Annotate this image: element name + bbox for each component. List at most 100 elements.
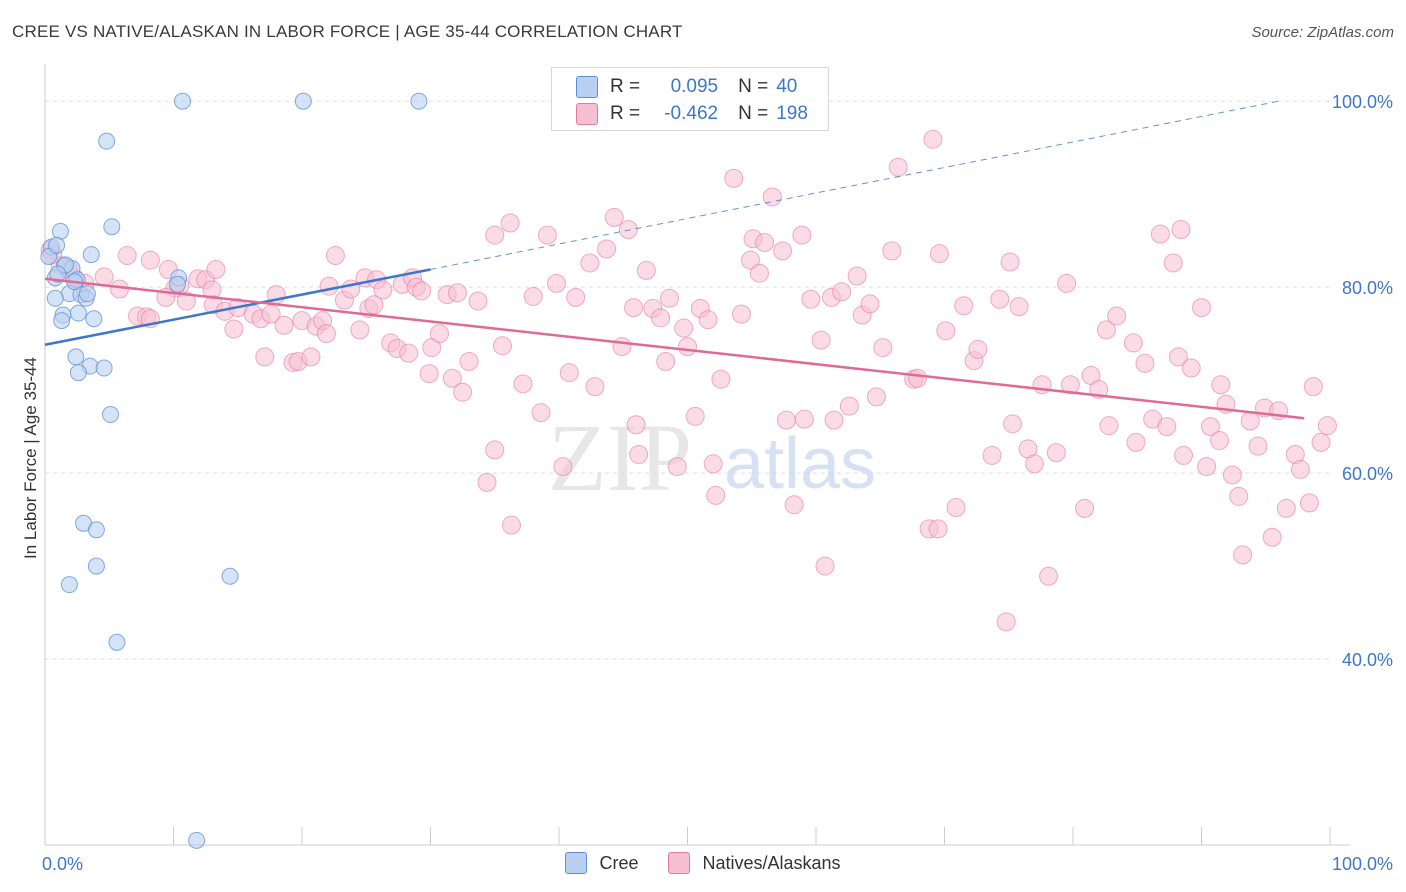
native-point — [500, 213, 520, 233]
native-point — [703, 454, 723, 474]
native-point — [860, 294, 880, 314]
native-r-value: -0.462 — [664, 103, 719, 124]
native-point — [968, 339, 988, 359]
native-point — [453, 382, 473, 402]
cree-point — [188, 831, 206, 849]
cree-point — [67, 348, 85, 366]
cree-point — [87, 557, 105, 575]
cree-trend-line — [44, 268, 431, 347]
native-point — [492, 336, 512, 356]
cree-point — [294, 92, 312, 110]
native-point — [1200, 417, 1220, 437]
native-point — [888, 157, 908, 177]
legend-row-native: R = -0.462 N = 198 — [576, 100, 808, 128]
native-point — [585, 377, 605, 397]
native-point — [301, 347, 321, 367]
native-point — [140, 250, 160, 270]
native-point — [1150, 224, 1170, 244]
native-point — [996, 612, 1016, 632]
axes — [44, 64, 1350, 846]
native-point — [1303, 377, 1323, 397]
native-point — [261, 304, 281, 324]
cree-point — [53, 312, 71, 330]
cree-point — [95, 359, 113, 377]
native-point — [412, 281, 432, 301]
native-point — [698, 310, 718, 330]
cree-point — [48, 236, 66, 254]
y-tick-label: 40.0% — [1342, 650, 1393, 670]
native-point — [1299, 493, 1319, 513]
cree-n-label: N = — [738, 76, 769, 97]
native-point — [815, 556, 835, 576]
native-point — [1192, 298, 1211, 318]
native-point — [468, 291, 488, 311]
legend-item-native[interactable]: Natives/Alaskans — [668, 852, 841, 874]
native-point — [811, 330, 831, 350]
native-point — [651, 308, 671, 328]
cree-swatch — [576, 76, 598, 98]
native-point — [1181, 358, 1201, 378]
native-point — [1123, 333, 1143, 353]
native-point — [1099, 416, 1119, 436]
legend-item-cree[interactable]: Cree — [565, 852, 638, 874]
native-point — [776, 410, 796, 430]
native-point — [1276, 498, 1296, 518]
native-point — [731, 304, 751, 324]
native-point — [1197, 457, 1217, 477]
cree-point — [78, 285, 96, 303]
native-point — [485, 225, 505, 245]
x-tick-label-start: 0.0% — [42, 854, 83, 874]
native-point — [1060, 375, 1080, 395]
native-point — [1174, 445, 1194, 465]
native-point — [604, 207, 624, 227]
cree-point — [168, 275, 186, 293]
native-point — [537, 225, 557, 245]
native-point — [477, 472, 497, 492]
native-point — [523, 286, 543, 306]
native-point — [667, 457, 687, 477]
native-point — [1009, 297, 1029, 317]
native-point — [762, 187, 782, 207]
cree-point — [82, 246, 100, 264]
watermark-atlas: atlas — [724, 424, 876, 504]
native-point — [1163, 253, 1183, 273]
y-tick-label: 80.0% — [1342, 278, 1393, 298]
cree-point — [69, 304, 87, 322]
native-point — [873, 338, 893, 358]
native-point — [882, 241, 902, 261]
x-tick-label-end: 100.0% — [1332, 854, 1393, 874]
cree-series — [40, 92, 428, 849]
native-point — [224, 319, 244, 339]
native-point — [629, 445, 649, 464]
native-point — [928, 519, 948, 539]
native-point — [206, 259, 226, 279]
native-point — [513, 374, 533, 394]
native-point — [117, 246, 137, 266]
native-point — [319, 276, 339, 296]
native-point — [1075, 498, 1095, 518]
native-point — [459, 352, 479, 372]
native-point — [1240, 411, 1260, 431]
native-point — [706, 485, 726, 505]
native-point — [908, 368, 928, 388]
native-point — [636, 260, 656, 280]
native-point — [1107, 306, 1127, 326]
cree-r-label: R = — [610, 76, 641, 97]
legend-row-cree: R = 0.095 N = 40 — [576, 73, 797, 101]
cree-point — [173, 92, 191, 110]
cree-point — [60, 576, 78, 594]
native-point — [936, 321, 956, 341]
native-point — [442, 368, 462, 388]
native-point — [1024, 454, 1044, 474]
native-point — [749, 263, 769, 283]
cree-point — [108, 633, 126, 651]
watermark-zip: ZIP — [548, 404, 692, 511]
native-point — [580, 253, 600, 273]
native-point — [546, 273, 566, 293]
native-point — [824, 410, 844, 430]
native-point — [447, 283, 467, 303]
native-point — [755, 233, 775, 253]
cree-point — [51, 222, 69, 240]
native-legend-label: Natives/Alaskans — [702, 852, 841, 873]
